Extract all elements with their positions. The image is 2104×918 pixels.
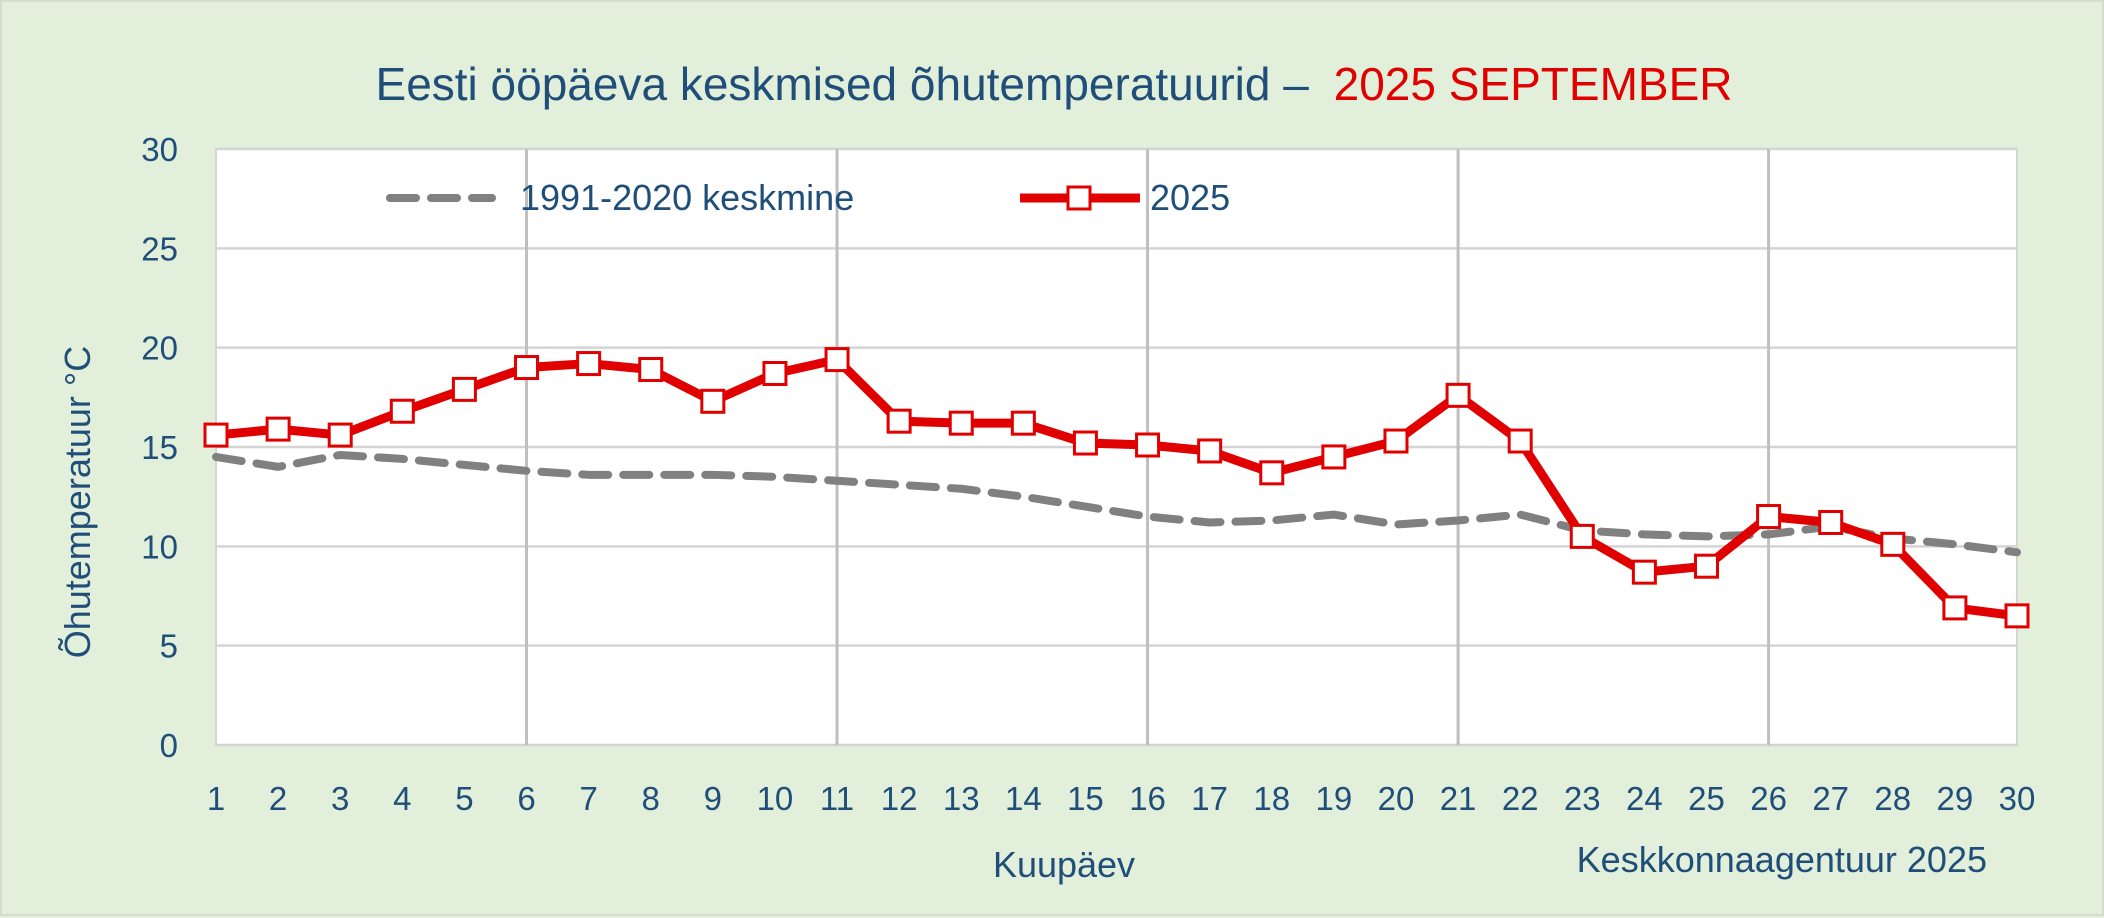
data-point-2025 xyxy=(327,422,353,448)
y-tick-label: 20 xyxy=(141,330,178,367)
x-tick-label: 14 xyxy=(1005,780,1042,817)
x-tick-label: 1 xyxy=(207,780,225,817)
x-tick-label: 6 xyxy=(517,780,535,817)
data-point-2025 xyxy=(1880,531,1906,557)
y-tick-label: 5 xyxy=(160,628,178,665)
data-point-2025 xyxy=(576,351,602,377)
x-tick-label: 5 xyxy=(455,780,473,817)
x-tick-label: 8 xyxy=(642,780,660,817)
x-tick-label: 7 xyxy=(579,780,597,817)
y-tick-label: 0 xyxy=(160,727,178,764)
legend-label-average: 1991-2020 keskmine xyxy=(520,177,854,218)
x-tick-label: 9 xyxy=(704,780,722,817)
x-tick-label: 16 xyxy=(1129,780,1166,817)
legend-label-2025: 2025 xyxy=(1150,177,1230,218)
x-axis-label: Kuupäev xyxy=(993,844,1135,885)
data-point-2025 xyxy=(1383,428,1409,454)
legend: 1991-2020 keskmine 2025 xyxy=(386,177,1230,218)
data-point-2025 xyxy=(1631,559,1657,585)
x-axis-ticks: 1 2 3 4 5 6 7 8 9 10 11 12 13 14 15 16 17 18 19 20 21 22 23 24 2… xyxy=(207,780,2036,817)
data-point-2025 xyxy=(1569,523,1595,549)
x-tick-label: 10 xyxy=(757,780,794,817)
data-point-2025 xyxy=(1445,382,1471,408)
data-point-2025 xyxy=(1942,595,1968,621)
data-point-2025 xyxy=(1259,460,1285,486)
y-tick-label: 10 xyxy=(141,528,178,565)
title-main: Eesti ööpäeva keskmised õhutemperatuurid… xyxy=(376,58,1310,110)
data-point-2025 xyxy=(824,347,850,373)
x-tick-label: 21 xyxy=(1440,780,1477,817)
x-tick-label: 17 xyxy=(1191,780,1228,817)
x-tick-label: 23 xyxy=(1564,780,1601,817)
x-tick-label: 26 xyxy=(1750,780,1787,817)
y-axis-label: Õhutemperatuur °C xyxy=(57,346,98,659)
data-point-2025 xyxy=(886,408,912,434)
data-point-2025 xyxy=(389,398,415,424)
data-point-2025 xyxy=(451,376,477,402)
x-tick-label: 18 xyxy=(1253,780,1290,817)
x-tick-label: 15 xyxy=(1067,780,1104,817)
credit-text: Keskkonnaagentuur 2025 xyxy=(1577,839,1987,880)
x-tick-label: 25 xyxy=(1688,780,1725,817)
data-point-2025 xyxy=(1135,432,1161,458)
x-tick-label: 4 xyxy=(393,780,411,817)
data-point-2025 xyxy=(948,410,974,436)
data-point-2025 xyxy=(1321,444,1347,470)
data-point-2025 xyxy=(700,388,726,414)
series-line-average xyxy=(212,450,2021,557)
y-tick-label: 15 xyxy=(141,429,178,466)
x-tick-label: 24 xyxy=(1626,780,1663,817)
chart-title: Eesti ööpäeva keskmised õhutemperatuurid… xyxy=(376,58,1733,110)
data-point-2025 xyxy=(1693,553,1719,579)
x-tick-label: 28 xyxy=(1874,780,1911,817)
data-point-2025 xyxy=(1072,430,1098,456)
data-point-2025 xyxy=(1010,410,1036,436)
data-point-2025 xyxy=(762,360,788,386)
y-axis-ticks: 0 5 10 15 20 25 30 xyxy=(141,131,178,764)
data-point-2025 xyxy=(514,355,540,381)
data-point-2025 xyxy=(2004,603,2030,629)
x-tick-label: 30 xyxy=(1999,780,2036,817)
x-tick-label: 12 xyxy=(881,780,918,817)
data-point-2025 xyxy=(1818,509,1844,535)
data-point-2025 xyxy=(638,357,664,383)
data-point-2025 xyxy=(203,422,229,448)
y-tick-label: 25 xyxy=(141,230,178,267)
data-point-2025 xyxy=(1197,438,1223,464)
x-tick-label: 19 xyxy=(1316,780,1353,817)
data-point-2025 xyxy=(1507,428,1533,454)
x-tick-label: 29 xyxy=(1937,780,1974,817)
x-tick-label: 3 xyxy=(331,780,349,817)
x-tick-label: 27 xyxy=(1812,780,1849,817)
legend-marker-2025 xyxy=(1066,185,1092,211)
x-tick-label: 20 xyxy=(1378,780,1415,817)
x-tick-label: 2 xyxy=(269,780,287,817)
data-point-2025 xyxy=(1756,504,1782,530)
y-tick-label: 30 xyxy=(141,131,178,168)
series xyxy=(203,347,2030,629)
x-tick-label: 13 xyxy=(943,780,980,817)
x-tick-label: 22 xyxy=(1502,780,1539,817)
title-highlight: 2025 SEPTEMBER xyxy=(1334,58,1733,110)
data-point-2025 xyxy=(265,416,291,442)
x-tick-label: 11 xyxy=(820,780,854,817)
